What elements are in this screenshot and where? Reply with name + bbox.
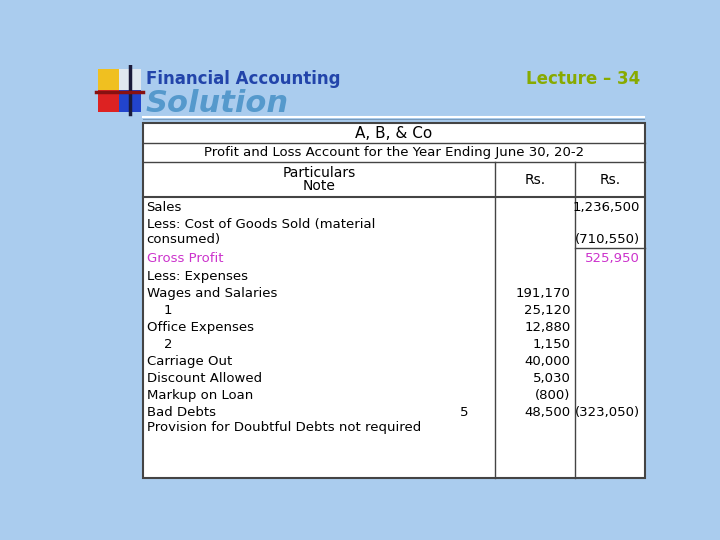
Text: consumed): consumed) [147,233,221,246]
Text: 1,150: 1,150 [533,338,570,351]
Text: (710,550): (710,550) [575,233,640,246]
Text: 5,030: 5,030 [533,372,570,384]
Bar [143,123,645,477]
Text: Particulars: Particulars [282,166,356,180]
Text: Wages and Salaries: Wages and Salaries [147,287,277,300]
Bar [98,90,120,112]
Text: Gross Profit: Gross Profit [147,252,223,265]
Text: 25,120: 25,120 [524,304,570,317]
Bar [120,90,141,112]
Text: Bad Debts: Bad Debts [147,406,215,419]
Text: Less: Cost of Goods Sold (material: Less: Cost of Goods Sold (material [147,218,375,231]
Text: Note: Note [302,179,336,193]
Text: Solution: Solution [145,89,289,118]
Text: Financial Accounting: Financial Accounting [145,70,341,87]
Text: Rs.: Rs. [525,173,546,186]
Text: 48,500: 48,500 [524,406,570,419]
Text: Office Expenses: Office Expenses [147,321,253,334]
Text: Carriage Out: Carriage Out [147,355,232,368]
Text: (323,050): (323,050) [575,406,640,419]
Text: 12,880: 12,880 [524,321,570,334]
Text: Lecture – 34: Lecture – 34 [526,70,640,87]
Text: Less: Expenses: Less: Expenses [147,270,248,283]
Text: 5: 5 [460,406,469,419]
Text: Profit and Loss Account for the Year Ending June 30, 20-2: Profit and Loss Account for the Year End… [204,146,584,159]
Text: Rs.: Rs. [600,173,621,186]
Text: Sales: Sales [147,201,182,214]
Text: Provision for Doubtful Debts not required: Provision for Doubtful Debts not require… [147,421,420,434]
Text: (800): (800) [535,389,570,402]
Text: A, B, & Co: A, B, & Co [355,126,433,141]
Bar [120,69,141,90]
Text: 40,000: 40,000 [524,355,570,368]
Text: 525,950: 525,950 [585,252,640,265]
Text: Discount Allowed: Discount Allowed [147,372,261,384]
Text: 2: 2 [147,338,172,351]
Text: 1,236,500: 1,236,500 [573,201,640,214]
Text: 191,170: 191,170 [516,287,570,300]
Text: 1: 1 [147,304,172,317]
Bar [98,69,120,90]
Text: Markup on Loan: Markup on Loan [147,389,253,402]
